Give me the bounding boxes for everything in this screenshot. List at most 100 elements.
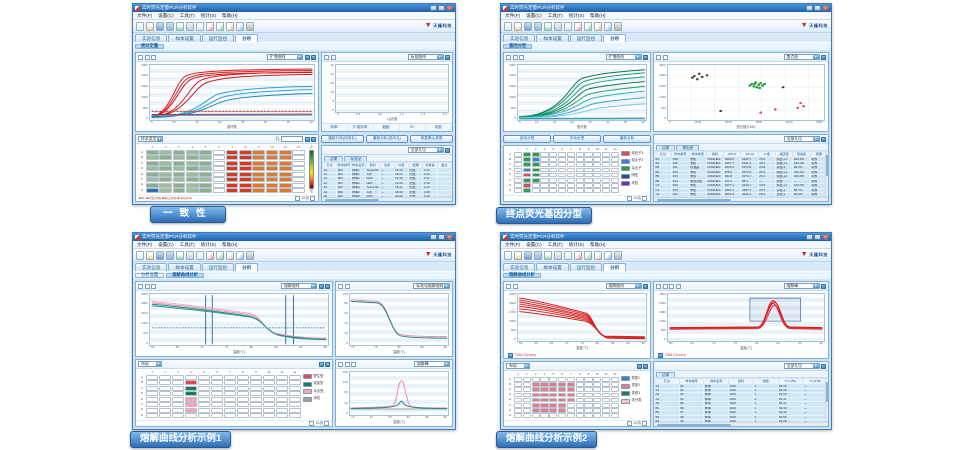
- curve-type-select[interactable]: 熔解峰 ▾: [783, 282, 820, 290]
- plate-well[interactable]: [199, 188, 212, 193]
- plate-well[interactable]: [540, 387, 549, 392]
- menu-item[interactable]: 帮助(H): [222, 241, 238, 247]
- plate-well[interactable]: [199, 155, 212, 161]
- toolbar-icon[interactable]: [504, 250, 512, 260]
- plate-well[interactable]: [159, 160, 172, 166]
- toolbar-icon[interactable]: [574, 250, 582, 260]
- plate-well[interactable]: [223, 407, 237, 413]
- plate-well[interactable]: [566, 392, 575, 398]
- plate-well[interactable]: [558, 152, 567, 157]
- plate-well[interactable]: [146, 150, 159, 155]
- plate-well[interactable]: [558, 382, 567, 387]
- minimize-button[interactable]: [806, 234, 813, 240]
- title-bar[interactable]: 实时荧光定量PCR分析软件 ×: [133, 4, 455, 12]
- plate-well[interactable]: [514, 167, 523, 173]
- maximize-button[interactable]: [438, 234, 445, 240]
- genotyping-button[interactable]: 自动分型: [503, 134, 551, 143]
- plate-well[interactable]: [249, 396, 263, 402]
- plate-well[interactable]: [558, 178, 567, 183]
- toolbar-icon[interactable]: [564, 21, 572, 31]
- plate-well[interactable]: [549, 382, 558, 387]
- toolbar-icon[interactable]: [534, 21, 542, 31]
- plate-well[interactable]: [265, 160, 279, 166]
- plate-well[interactable]: [531, 178, 540, 183]
- zoom-in-icon[interactable]: [138, 283, 143, 289]
- menu-item[interactable]: 设置(C): [158, 241, 174, 247]
- plate-well[interactable]: [210, 391, 224, 397]
- plate-well[interactable]: [566, 162, 575, 167]
- minimize-button[interactable]: [430, 234, 437, 240]
- plate-well[interactable]: [223, 375, 237, 380]
- plate-well[interactable]: [292, 188, 305, 193]
- plate-well[interactable]: [593, 387, 602, 392]
- plate-well[interactable]: [558, 377, 567, 382]
- plate-well[interactable]: [158, 396, 172, 402]
- plate-well[interactable]: [610, 387, 619, 392]
- close-button[interactable]: ×: [822, 234, 829, 240]
- plate-well[interactable]: [610, 162, 619, 167]
- plate-well[interactable]: [249, 375, 263, 380]
- table-scroll-area[interactable]: 孔位 样本编号 样本类型 染料 RFU1 RFU2 Ct值 基因型 置信度 结果 B1 #09 未知 F…: [654, 151, 828, 197]
- plate-well[interactable]: [602, 382, 611, 387]
- plate-well[interactable]: [610, 403, 619, 408]
- chart-type-select[interactable]: 散点图 ▾: [783, 53, 820, 61]
- melt-curve-plot[interactable]: [149, 292, 329, 346]
- plate-well[interactable]: [223, 413, 237, 418]
- plate-well[interactable]: [558, 183, 567, 188]
- plate-well[interactable]: [593, 162, 602, 167]
- plate-well[interactable]: [531, 413, 540, 418]
- well-filter-select[interactable]: 全部孔位 ▾: [783, 362, 820, 370]
- plate-well[interactable]: [531, 397, 540, 403]
- plate-well[interactable]: [197, 402, 211, 408]
- chart-settings-icon[interactable]: [325, 283, 330, 289]
- toolbar-icon[interactable]: [156, 250, 164, 260]
- plate-well[interactable]: [262, 375, 276, 380]
- plate-well[interactable]: [265, 188, 279, 193]
- normalized-melt-plot[interactable]: [349, 292, 449, 346]
- plate-well[interactable]: [275, 385, 289, 391]
- plate-well[interactable]: [158, 402, 172, 408]
- plate-well[interactable]: [558, 188, 567, 193]
- menu-item[interactable]: 工具(T): [179, 12, 195, 18]
- plate-well[interactable]: [146, 413, 159, 418]
- scrollbar-thumb[interactable]: [825, 154, 828, 176]
- plate-well[interactable]: [540, 157, 549, 162]
- plate-well[interactable]: [158, 407, 172, 413]
- plate-well[interactable]: [514, 157, 523, 162]
- plate-well[interactable]: [279, 150, 292, 155]
- plate-well[interactable]: [584, 183, 593, 188]
- plate-well[interactable]: [288, 385, 301, 391]
- plate-well[interactable]: [262, 380, 276, 386]
- next-page-icon[interactable]: [642, 421, 647, 426]
- plate-well[interactable]: [212, 166, 226, 172]
- plate-well[interactable]: [158, 391, 172, 397]
- plate-well[interactable]: [185, 182, 199, 188]
- plate-well[interactable]: [279, 160, 292, 166]
- plate-well[interactable]: [236, 413, 250, 418]
- plate-well[interactable]: [275, 407, 289, 413]
- plate-well[interactable]: [593, 152, 602, 157]
- plate-well[interactable]: [236, 396, 250, 402]
- plate-well[interactable]: [566, 157, 575, 162]
- plate-well[interactable]: [549, 408, 558, 413]
- plate-well[interactable]: [265, 155, 279, 161]
- plate-well[interactable]: [593, 157, 602, 162]
- plate-well[interactable]: [158, 413, 172, 418]
- plate-well[interactable]: [602, 183, 611, 188]
- toolbar-icon[interactable]: [544, 250, 552, 260]
- plate-well[interactable]: [540, 413, 549, 418]
- plate-well[interactable]: [172, 166, 186, 172]
- plate-well[interactable]: [593, 392, 602, 398]
- table-row[interactable]: B1 #09 未知 FAM/HEX 3362.8 2362.7 24.6 纯合子1 100.0%…: [654, 156, 828, 163]
- toolbar-icon[interactable]: [196, 250, 204, 260]
- zoom-reset-icon[interactable]: [519, 54, 524, 60]
- well-filter-select[interactable]: 全部孔位 ▾: [407, 146, 444, 154]
- plate-well[interactable]: [236, 380, 250, 386]
- plate-well[interactable]: [522, 408, 531, 413]
- main-tab[interactable]: 实验信息: [135, 262, 168, 271]
- plate-well[interactable]: [584, 397, 593, 403]
- plate-well[interactable]: [540, 397, 549, 403]
- table-row[interactable]: B4 #9 样本 FAM 1 82.28—: [654, 419, 828, 422]
- table-scroll-area[interactable]: 孔位 样本编号 样本名称 染料 峰数 Tm1(℃) Tm2(℃) A1 #1 样本 FAM 1 82.…: [654, 378, 828, 422]
- plate-well[interactable]: [292, 182, 305, 188]
